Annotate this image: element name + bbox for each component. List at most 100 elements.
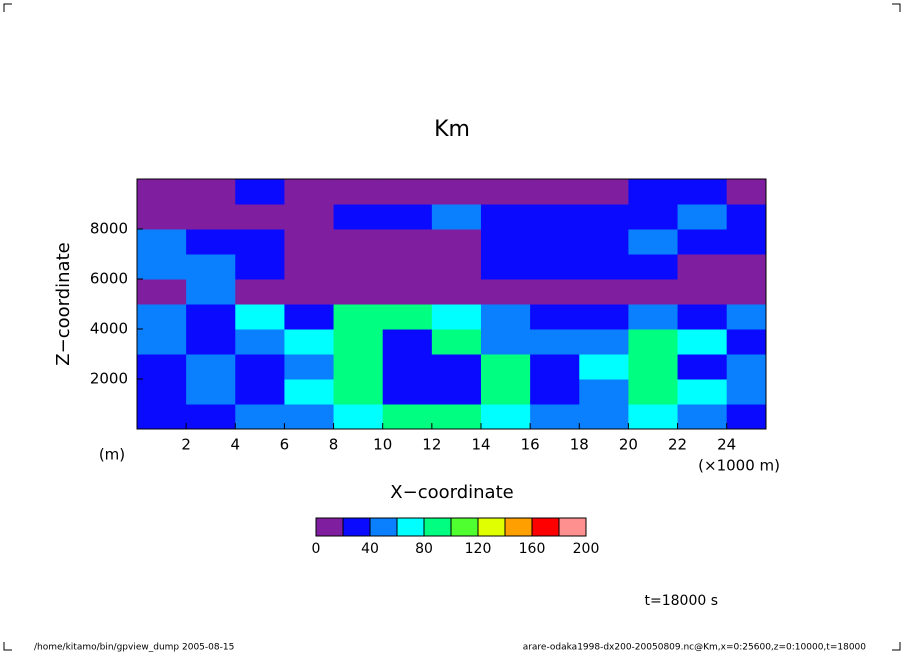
colorbar-cell — [369, 517, 398, 537]
chart-title: Km — [434, 117, 470, 142]
field-cell — [677, 254, 728, 280]
field-cell — [480, 229, 531, 255]
field-cell — [726, 254, 766, 280]
field-cell — [530, 204, 580, 230]
field-cell — [726, 329, 766, 355]
colorbar-tick-label: 80 — [415, 541, 433, 557]
field-cell — [726, 404, 766, 429]
field-cell — [431, 229, 482, 255]
colorbar-cell — [558, 517, 587, 537]
field-cell — [186, 329, 236, 355]
field-cell — [726, 204, 766, 230]
field-cell — [480, 404, 531, 429]
field-cell — [137, 229, 187, 255]
field-cell — [628, 404, 679, 429]
field-cell — [480, 304, 531, 330]
field-cell — [530, 329, 580, 355]
field-cell — [579, 354, 629, 380]
x-tick-label: 24 — [717, 436, 736, 454]
field-cell — [137, 304, 187, 330]
field-cell — [579, 204, 629, 230]
x-tick-label: 6 — [280, 436, 290, 454]
y-tick-label: 4000 — [90, 320, 128, 338]
colorbar-cell — [342, 517, 371, 537]
corner-marks — [3, 3, 901, 651]
field-cell — [628, 329, 679, 355]
y-tick-label: 2000 — [90, 370, 128, 388]
field-cell — [726, 354, 766, 380]
field-cell — [284, 379, 335, 405]
x-unit: (×1000 m) — [698, 457, 780, 475]
field-cell — [186, 379, 236, 405]
field-cell — [431, 379, 482, 405]
field-cell — [480, 254, 531, 280]
y-axis-label: Z−coordinate — [53, 242, 74, 365]
field-cell — [137, 279, 187, 305]
field-cell — [431, 179, 482, 205]
field-cell — [726, 379, 766, 405]
field-cell — [284, 404, 335, 429]
field-cell — [480, 354, 531, 380]
field-cell — [284, 354, 335, 380]
x-tick-label: 4 — [231, 436, 241, 454]
field-cell — [677, 229, 728, 255]
colorbar-tick-label: 40 — [361, 541, 379, 557]
field — [137, 179, 766, 429]
field-cell — [186, 229, 236, 255]
field-cell — [235, 179, 285, 205]
x-tick-label: 12 — [422, 436, 441, 454]
field-cell — [677, 304, 728, 330]
field-cell — [333, 329, 384, 355]
x-tick-label: 10 — [373, 436, 392, 454]
field-cell — [235, 254, 285, 280]
field-cell — [579, 329, 629, 355]
footer-left: /home/kitamo/bin/gpview_dump 2005-08-15 — [34, 643, 234, 653]
field-cell — [333, 204, 384, 230]
x-tick-label: 18 — [570, 436, 589, 454]
field-cell — [628, 179, 679, 205]
y-unit: (m) — [99, 446, 125, 464]
field-cell — [333, 379, 384, 405]
field-cell — [480, 279, 531, 305]
field-cell — [579, 379, 629, 405]
x-tick-label: 22 — [668, 436, 687, 454]
field-cell — [628, 354, 679, 380]
field-cell — [137, 254, 187, 280]
field-cell — [186, 179, 236, 205]
field-cell — [333, 254, 384, 280]
field-cell — [235, 229, 285, 255]
colorbar-tick-label: 160 — [519, 541, 546, 557]
field-cell — [382, 404, 433, 429]
field-cell — [235, 404, 285, 429]
field-cell — [333, 279, 384, 305]
field-cell — [186, 404, 236, 429]
field-cell — [431, 354, 482, 380]
field-cell — [480, 329, 531, 355]
colorbar-tick-label: 120 — [465, 541, 492, 557]
x-tick-label: 20 — [619, 436, 638, 454]
colorbar-tick-label: 0 — [312, 541, 321, 557]
field-cell — [530, 304, 580, 330]
field-cell — [284, 279, 335, 305]
field-cell — [333, 229, 384, 255]
x-tick-label: 2 — [181, 436, 191, 454]
field-cell — [628, 304, 679, 330]
field-cell — [284, 254, 335, 280]
field-cell — [333, 304, 384, 330]
field-cell — [628, 279, 679, 305]
field-cell — [137, 204, 187, 230]
field-cell — [382, 179, 433, 205]
field-cell — [628, 204, 679, 230]
colorbar-cell — [315, 517, 344, 537]
field-cell — [235, 204, 285, 230]
field-cell — [480, 379, 531, 405]
field-cell — [530, 279, 580, 305]
field-cell — [677, 354, 728, 380]
field-cell — [137, 354, 187, 380]
field-cell — [677, 179, 728, 205]
field-cell — [431, 279, 482, 305]
field-cell — [284, 304, 335, 330]
field-cell — [431, 204, 482, 230]
field-cell — [480, 204, 531, 230]
